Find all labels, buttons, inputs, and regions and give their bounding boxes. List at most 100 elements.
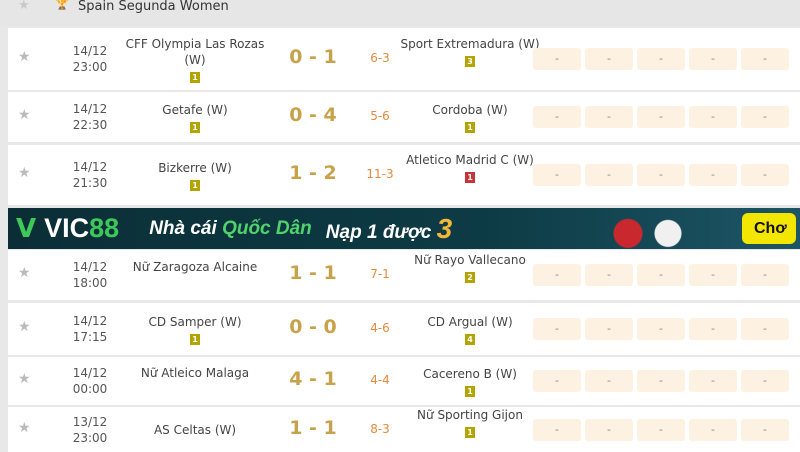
odds-cell[interactable]: - (637, 418, 685, 441)
match-score[interactable]: 4 - 1 (289, 368, 337, 390)
odds-group: ----- (533, 418, 789, 441)
odds-cell[interactable]: - (741, 264, 789, 286)
favorite-star-icon[interactable]: ★ (18, 165, 31, 181)
odds-cell[interactable]: - (689, 418, 737, 441)
odds-cell[interactable]: - (533, 106, 581, 128)
odds-cell[interactable]: - (637, 370, 685, 392)
odds-cell[interactable]: - (637, 48, 685, 70)
ad-banner[interactable]: V VIC88 Nhà cái Quốc Dân Nạp 1 được 3 Ch… (8, 208, 800, 249)
odds-cell[interactable]: - (689, 318, 737, 340)
odds-cell[interactable]: - (533, 418, 581, 441)
favorite-star-icon[interactable]: ★ (18, 319, 31, 335)
away-team[interactable]: Nữ Sporting Gijon 1 (400, 407, 540, 439)
odds-cell[interactable]: - (585, 106, 633, 128)
home-card-badge: 1 (190, 180, 200, 191)
match-row[interactable]: ★ 14/12 18:00 Nữ Zaragoza Alcaine 1 - 1 7… (8, 250, 800, 300)
match-date: 14/12 (72, 314, 108, 328)
match-score[interactable]: 1 - 1 (289, 416, 337, 439)
home-team-name: AS Celtas (W) (153, 422, 237, 437)
odds-cell[interactable]: - (585, 318, 633, 340)
match-date: 14/12 (72, 260, 108, 274)
favorite-star-icon[interactable]: ★ (18, 419, 31, 436)
home-team[interactable]: Nữ Atleico Malaga (125, 365, 265, 381)
favorite-star-icon[interactable]: ★ (18, 265, 31, 281)
match-row[interactable]: ★ 14/12 00:00 Nữ Atleico Malaga 4 - 1 4-4… (8, 357, 800, 405)
odds-cell[interactable]: - (689, 264, 737, 286)
favorite-star-icon[interactable]: ★ (18, 107, 31, 123)
away-card-badge: 3 (465, 56, 475, 67)
away-card-badge: 4 (465, 334, 475, 345)
odds-group: ----- (533, 48, 789, 70)
match-score[interactable]: 1 - 1 (289, 262, 337, 284)
favorite-star-icon[interactable]: ★ (18, 0, 30, 13)
home-team[interactable]: AS Celtas (W) (125, 422, 265, 438)
odds-cell[interactable]: - (689, 164, 737, 186)
odds-cell[interactable]: - (533, 318, 581, 340)
odds-cell[interactable]: - (689, 370, 737, 392)
match-row[interactable]: ★ 13/12 23:00 AS Celtas (W) 1 - 1 8-3 Nữ … (8, 407, 800, 452)
corner-score: 5-6 (370, 109, 390, 123)
favorite-star-icon[interactable]: ★ (18, 49, 31, 65)
match-score[interactable]: 0 - 4 (289, 104, 337, 126)
match-score[interactable]: 0 - 0 (289, 316, 337, 338)
away-card-badge: 1 (465, 386, 475, 397)
odds-cell[interactable]: - (637, 318, 685, 340)
odds-cell[interactable]: - (637, 106, 685, 128)
kickoff-time: 23:00 (72, 60, 108, 74)
match-row[interactable]: ★ 14/12 23:00 CFF Olympia Las Rozas (W) 1 … (8, 28, 800, 90)
odds-cell[interactable]: - (533, 264, 581, 286)
banner-slogan: Nhà cái Quốc Dân (149, 217, 312, 239)
odds-cell[interactable]: - (533, 164, 581, 186)
odds-cell[interactable]: - (741, 370, 789, 392)
odds-cell[interactable]: - (689, 48, 737, 70)
away-team[interactable]: Atletico Madrid C (W) 1 (400, 152, 540, 184)
odds-cell[interactable]: - (637, 264, 685, 286)
odds-cell[interactable]: - (741, 48, 789, 70)
home-team[interactable]: Nữ Zaragoza Alcaine (125, 259, 265, 275)
odds-cell[interactable]: - (741, 106, 789, 128)
home-team-name: CFF Olympia Las Rozas (W) (125, 37, 265, 67)
vic88-logo-icon: V (16, 213, 37, 244)
odds-group: ----- (533, 106, 789, 128)
match-score[interactable]: 0 - 1 (289, 46, 337, 68)
odds-cell[interactable]: - (533, 370, 581, 392)
odds-cell[interactable]: - (585, 264, 633, 286)
trophy-icon: 🏆 (54, 0, 71, 11)
match-row[interactable]: ★ 14/12 22:30 Getafe (W) 1 0 - 4 5-6 Cordo… (8, 92, 800, 142)
odds-cell[interactable]: - (585, 418, 633, 441)
favorite-star-icon[interactable]: ★ (18, 371, 31, 387)
kickoff-time: 22:30 (72, 118, 108, 132)
corner-score: 7-1 (370, 267, 390, 281)
home-team[interactable]: Bizkerre (W) 1 (125, 160, 265, 192)
odds-cell[interactable]: - (741, 418, 789, 441)
match-date: 13/12 (72, 414, 108, 429)
odds-group: ----- (533, 370, 789, 392)
odds-group: ----- (533, 318, 789, 340)
match-time: 14/12 22:30 (58, 101, 122, 133)
home-team[interactable]: CFF Olympia Las Rozas (W) 1 (125, 36, 265, 84)
corner-score: 4-4 (370, 373, 390, 387)
match-row[interactable]: ★ 14/12 21:30 Bizkerre (W) 1 1 - 2 11-3 At… (8, 145, 800, 205)
match-time: 14/12 23:00 (58, 43, 122, 75)
away-team[interactable]: Sport Extremadura (W) 3 (400, 36, 540, 68)
away-team-name: Cordoba (W) (432, 103, 508, 117)
odds-group: ----- (533, 164, 789, 186)
home-team[interactable]: Getafe (W) 1 (125, 102, 265, 134)
odds-cell[interactable]: - (585, 164, 633, 186)
odds-cell[interactable]: - (741, 164, 789, 186)
odds-cell[interactable]: - (533, 48, 581, 70)
odds-cell[interactable]: - (585, 48, 633, 70)
odds-cell[interactable]: - (637, 164, 685, 186)
odds-cell[interactable]: - (689, 106, 737, 128)
match-score[interactable]: 1 - 2 (289, 162, 337, 184)
odds-cell[interactable]: - (741, 318, 789, 340)
away-team[interactable]: Nữ Rayo Vallecano 2 (400, 252, 540, 284)
away-team[interactable]: Cordoba (W) 1 (400, 102, 540, 134)
match-row[interactable]: ★ 14/12 17:15 CD Samper (W) 1 0 - 0 4-6 CD… (8, 303, 800, 355)
odds-cell[interactable]: - (585, 370, 633, 392)
away-team[interactable]: Cacereno B (W) 1 (400, 366, 540, 398)
kickoff-time: 18:00 (72, 276, 108, 290)
banner-cta-button[interactable]: Chơ (742, 213, 796, 244)
away-team[interactable]: CD Argual (W) 4 (400, 314, 540, 346)
home-team[interactable]: CD Samper (W) 1 (125, 314, 265, 346)
